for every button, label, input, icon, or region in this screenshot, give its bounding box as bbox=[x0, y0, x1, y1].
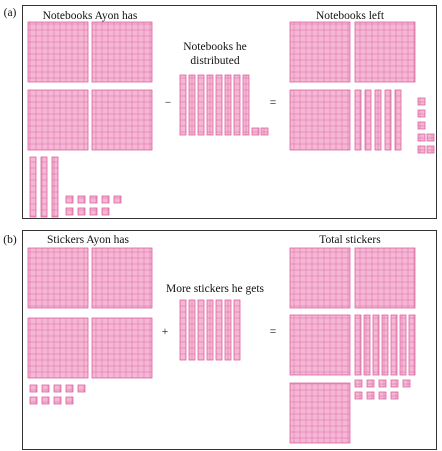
ten-rod bbox=[363, 314, 371, 376]
one-cube bbox=[101, 207, 110, 216]
ten-rod bbox=[233, 299, 241, 361]
hundred-block bbox=[91, 317, 153, 379]
ten-rod bbox=[224, 74, 232, 136]
equals-sign: = bbox=[269, 97, 277, 109]
equals-sign: = bbox=[269, 326, 277, 338]
hundred-block bbox=[289, 314, 351, 376]
hundred-block bbox=[27, 317, 89, 379]
ten-rod bbox=[215, 299, 223, 361]
one-cube bbox=[41, 396, 50, 405]
one-cube bbox=[113, 195, 122, 204]
hundred-block bbox=[289, 21, 351, 83]
group-label: Total stickers bbox=[319, 234, 381, 246]
ten-rod bbox=[179, 299, 187, 361]
one-cube bbox=[366, 391, 375, 400]
one-cube bbox=[41, 384, 50, 393]
one-cube bbox=[402, 379, 411, 388]
one-cube bbox=[65, 384, 74, 393]
one-cube bbox=[390, 391, 399, 400]
group-label: Notebooks left bbox=[315, 10, 385, 22]
ten-rod bbox=[354, 314, 362, 376]
hundred-block bbox=[91, 247, 153, 309]
one-cube bbox=[390, 379, 399, 388]
one-cube bbox=[89, 195, 98, 204]
ten-rod bbox=[51, 156, 59, 218]
one-cube bbox=[65, 207, 74, 216]
group-label: Notebooks Ayon has bbox=[42, 10, 138, 22]
one-cube bbox=[77, 195, 86, 204]
panel-frame bbox=[22, 230, 437, 450]
hundred-block bbox=[289, 247, 351, 309]
hundred-block bbox=[91, 21, 153, 83]
hundred-block bbox=[91, 89, 153, 151]
ten-rod bbox=[188, 299, 196, 361]
hundred-block bbox=[354, 247, 416, 309]
one-cube bbox=[417, 109, 426, 118]
ten-rod bbox=[374, 89, 382, 151]
operator: − bbox=[164, 97, 172, 109]
one-cube bbox=[89, 207, 98, 216]
ten-rod bbox=[197, 74, 205, 136]
ten-rod bbox=[29, 156, 37, 218]
one-cube bbox=[101, 195, 110, 204]
group-label: Notebooks he distributed bbox=[183, 41, 247, 67]
ten-rod bbox=[372, 314, 380, 376]
hundred-block bbox=[289, 382, 351, 444]
hundred-block bbox=[27, 21, 89, 83]
ten-rod bbox=[233, 74, 241, 136]
ten-rod bbox=[188, 74, 196, 136]
one-cube bbox=[29, 396, 38, 405]
ten-rod bbox=[354, 89, 362, 151]
ten-rod bbox=[40, 156, 48, 218]
one-cube bbox=[65, 396, 74, 405]
operator: + bbox=[161, 326, 169, 338]
one-cube bbox=[417, 97, 426, 106]
ten-rod bbox=[242, 74, 250, 136]
ten-rod bbox=[408, 314, 416, 376]
ten-rod bbox=[390, 314, 398, 376]
hundred-block bbox=[289, 89, 351, 151]
ten-rod bbox=[381, 314, 389, 376]
group-label: Stickers Ayon has bbox=[47, 234, 129, 246]
hundred-block bbox=[27, 247, 89, 309]
hundred-block bbox=[27, 89, 89, 151]
panel-tag: (b) bbox=[3, 234, 17, 246]
ten-rod bbox=[179, 74, 187, 136]
ten-rod bbox=[224, 299, 232, 361]
one-cube bbox=[260, 127, 269, 136]
ten-rod bbox=[399, 314, 407, 376]
one-cube bbox=[354, 379, 363, 388]
one-cube bbox=[426, 145, 435, 154]
one-cube bbox=[29, 384, 38, 393]
one-cube bbox=[426, 133, 435, 142]
ten-rod bbox=[384, 89, 392, 151]
one-cube bbox=[378, 379, 387, 388]
one-cube bbox=[417, 145, 426, 154]
one-cube bbox=[77, 207, 86, 216]
ten-rod bbox=[197, 299, 205, 361]
one-cube bbox=[53, 396, 62, 405]
panel-tag: (a) bbox=[3, 7, 17, 19]
one-cube bbox=[417, 133, 426, 142]
panel-frame bbox=[22, 5, 437, 219]
hundred-block bbox=[354, 21, 416, 83]
one-cube bbox=[366, 379, 375, 388]
ten-rod bbox=[364, 89, 372, 151]
ten-rod bbox=[206, 74, 214, 136]
group-label: More stickers he gets bbox=[165, 283, 265, 295]
one-cube bbox=[417, 121, 426, 130]
one-cube bbox=[53, 384, 62, 393]
ten-rod bbox=[394, 89, 402, 151]
one-cube bbox=[77, 384, 86, 393]
one-cube bbox=[354, 391, 363, 400]
ten-rod bbox=[215, 74, 223, 136]
ten-rod bbox=[206, 299, 214, 361]
one-cube bbox=[251, 127, 260, 136]
one-cube bbox=[65, 195, 74, 204]
one-cube bbox=[378, 391, 387, 400]
